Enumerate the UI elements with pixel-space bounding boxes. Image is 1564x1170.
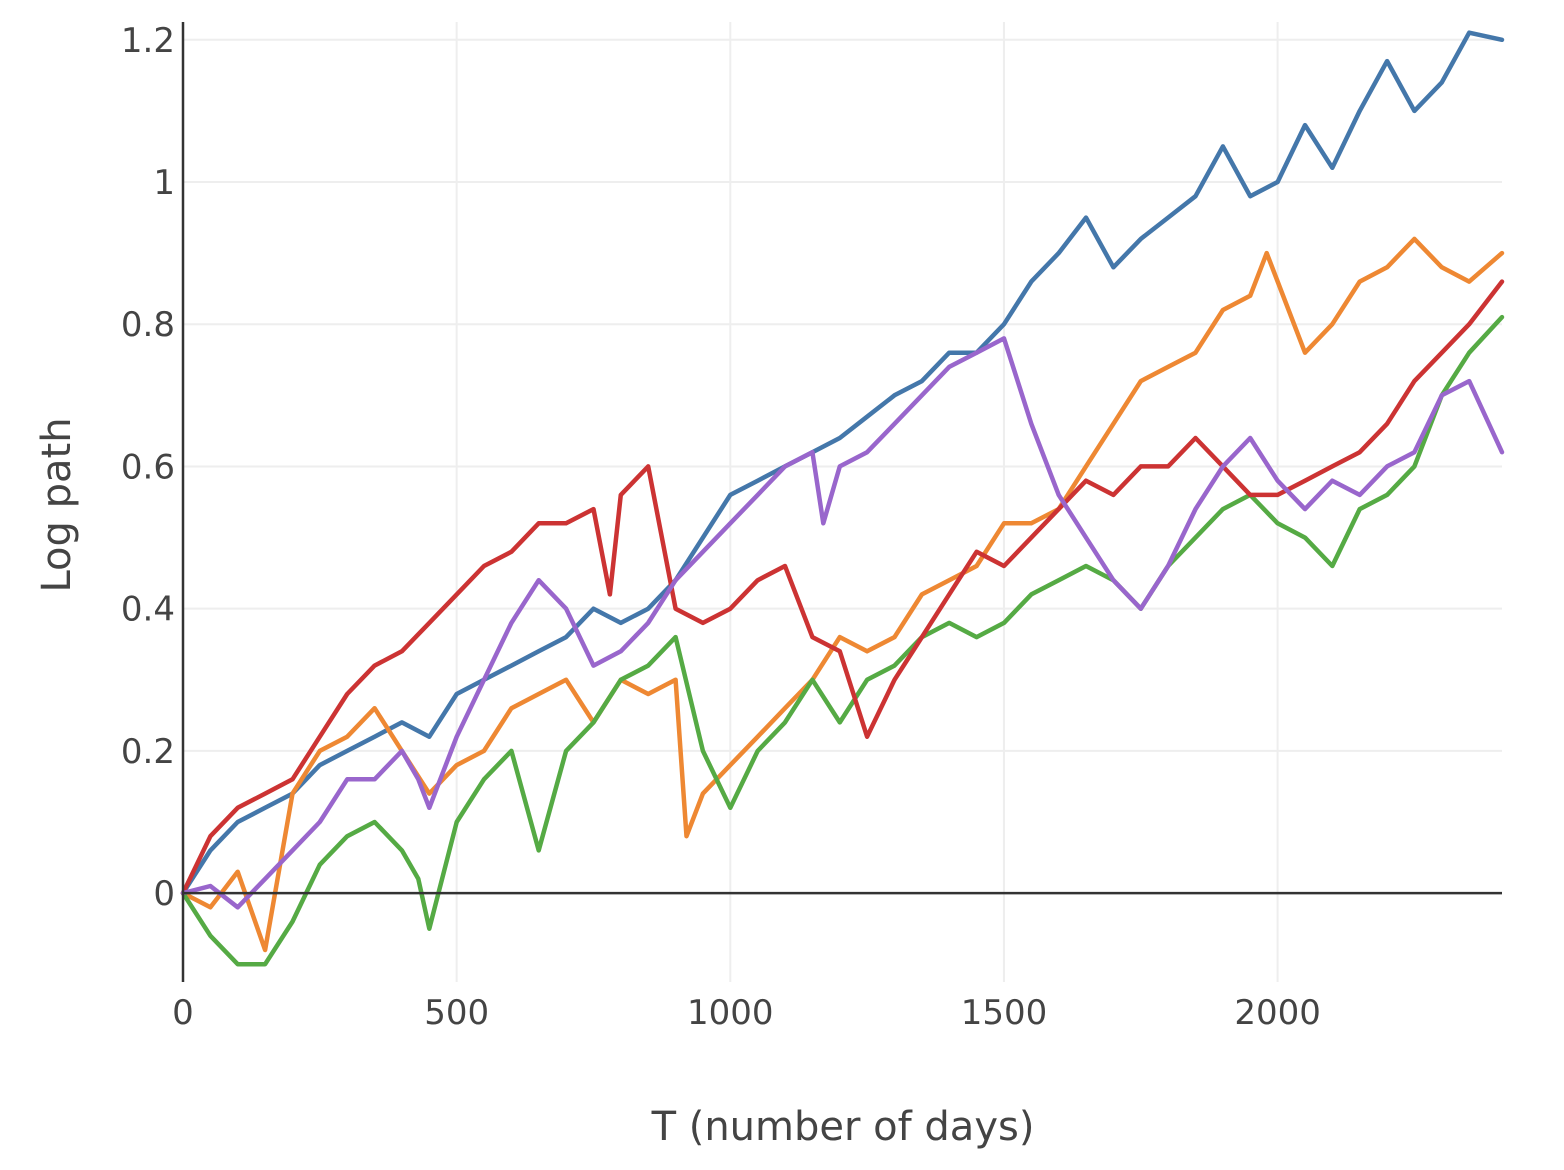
y-tick-label: 0.6 <box>121 447 175 487</box>
series-line-1 <box>180 30 1505 896</box>
x-axis-title: T (number of days) <box>651 1104 1035 1150</box>
series-line-3 <box>180 314 1505 967</box>
y-tick-label: 0 <box>153 874 175 914</box>
x-tick-label: 1000 <box>687 993 774 1033</box>
x-tick-label: 500 <box>424 993 489 1033</box>
axes <box>181 22 1502 982</box>
grid <box>183 22 1502 982</box>
series-lines <box>180 30 1505 967</box>
y-tick-label: 1.2 <box>121 21 175 61</box>
y-axis-title: Log path <box>34 417 80 592</box>
x-tick-label: 1500 <box>961 993 1048 1033</box>
y-tick-label: 0.4 <box>121 590 175 630</box>
y-tick-label: 1 <box>153 163 175 203</box>
y-tick-label: 0.2 <box>121 732 175 772</box>
series-line-4 <box>180 279 1505 896</box>
series-line-5 <box>180 336 1505 910</box>
series-line-2 <box>180 236 1505 953</box>
tick-labels: 0 500 1000 1500 2000 0 0.2 0.4 0.6 0.8 1 1.2 <box>121 21 1321 1033</box>
x-tick-label: 2000 <box>1234 993 1321 1033</box>
y-tick-label: 0.8 <box>121 305 175 345</box>
x-tick-label: 0 <box>172 993 194 1033</box>
